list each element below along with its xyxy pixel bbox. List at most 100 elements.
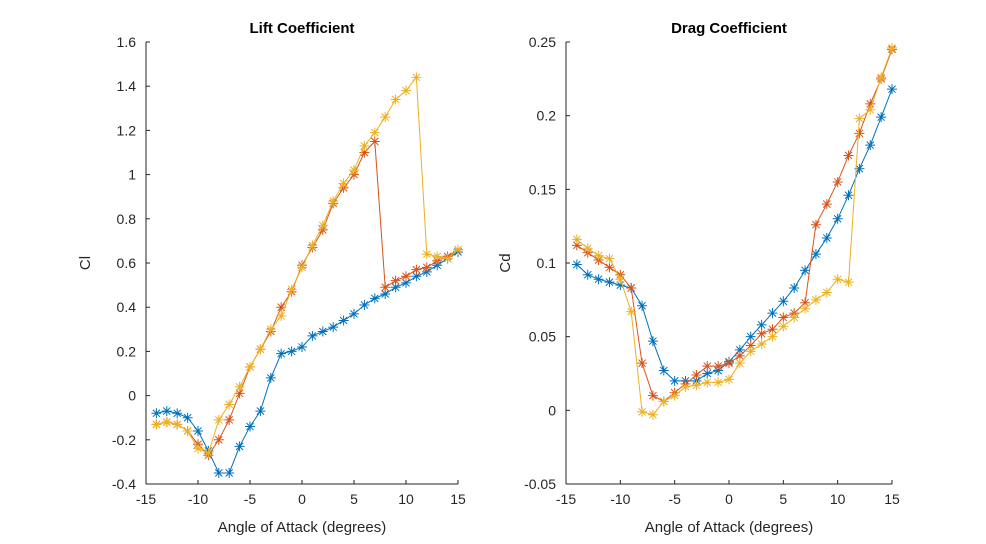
drag-data-point	[713, 377, 724, 388]
drag-y-tick-label: 0.1	[537, 255, 557, 271]
drag-x-tick-label: 15	[884, 491, 900, 507]
lift-data-point	[161, 417, 172, 428]
drag-data-point	[778, 321, 789, 332]
drag-data-point	[647, 336, 658, 347]
drag-data-point	[626, 306, 637, 317]
lift-data-point	[172, 408, 183, 419]
lift-x-tick-label: 10	[398, 491, 414, 507]
drag-x-tick-label: -10	[610, 491, 630, 507]
lift-y-tick-label: 0	[128, 388, 136, 404]
drag-x-tick-label: -5	[668, 491, 681, 507]
drag-data-point	[756, 328, 767, 339]
drag-data-point	[789, 312, 800, 323]
drag-x-tick-label: 5	[779, 491, 787, 507]
drag-data-point	[626, 283, 637, 294]
lift-data-point	[265, 324, 276, 335]
lift-data-point	[307, 330, 318, 341]
drag-data-point	[658, 396, 669, 407]
drag-data-point	[865, 98, 876, 109]
drag-y-axis-label: Cd	[497, 253, 514, 272]
lift-data-point	[421, 262, 432, 273]
drag-data-point	[615, 280, 626, 291]
lift-data-point	[172, 419, 183, 430]
lift-data-point	[213, 414, 224, 425]
lift-y-tick-label: 1.4	[117, 78, 137, 94]
drag-data-point	[582, 269, 593, 280]
lift-data-point	[401, 277, 411, 288]
drag-data-point	[745, 340, 756, 351]
lift-data-point	[369, 127, 380, 138]
drag-data-point	[647, 390, 658, 401]
drag-data-point	[810, 294, 821, 305]
drag-data-point	[734, 344, 745, 355]
drag-data-point	[854, 113, 865, 124]
lift-y-tick-label: 0.4	[117, 299, 137, 315]
lift-y-tick-label: -0.2	[112, 432, 136, 448]
lift-data-point	[401, 271, 411, 282]
drag-data-point	[724, 358, 734, 369]
drag-data-point	[669, 375, 680, 386]
drag-data-point	[876, 112, 887, 123]
drag-y-tick-label: 0.05	[529, 329, 556, 345]
lift-data-point	[245, 421, 255, 432]
drag-data-point	[767, 308, 778, 319]
drag-data-point	[810, 249, 821, 260]
lift-data-point	[359, 299, 370, 310]
drag-data-point	[637, 406, 648, 417]
drag-data-point	[647, 409, 658, 420]
drag-data-point	[843, 150, 854, 161]
lift-data-point	[255, 406, 266, 417]
lift-data-point	[255, 344, 266, 355]
lift-data-point	[411, 271, 422, 282]
lift-data-point	[369, 136, 380, 147]
lift-x-tick-label: 5	[350, 491, 358, 507]
lift-x-tick-label: 0	[298, 491, 306, 507]
drag-data-point	[734, 358, 745, 369]
drag-data-point	[876, 72, 887, 83]
lift-data-point	[453, 244, 463, 255]
drag-data-point	[691, 380, 702, 391]
lift-data-point	[276, 302, 287, 313]
lift-data-point	[432, 251, 443, 262]
drag-series-2	[571, 44, 897, 407]
lift-data-point	[297, 262, 307, 273]
lift-x-tick-label: -5	[244, 491, 257, 507]
lift-data-point	[193, 425, 203, 436]
lift-data-point	[401, 85, 411, 96]
lift-data-point	[338, 178, 349, 189]
lift-data-point	[411, 72, 422, 83]
lift-y-tick-label: 1.6	[117, 34, 137, 50]
drag-data-point	[865, 140, 876, 151]
drag-data-point	[756, 319, 767, 330]
lift-data-point	[276, 311, 287, 322]
lift-y-tick-label: -0.4	[112, 476, 136, 492]
drag-data-point	[571, 259, 582, 270]
drag-y-tick-label: 0.15	[529, 181, 556, 197]
drag-data-point	[745, 346, 756, 357]
lift-data-point	[349, 308, 359, 319]
drag-data-point	[821, 199, 832, 210]
drag-x-axis-label: Angle of Attack (degrees)	[645, 519, 813, 536]
lift-data-point	[390, 282, 401, 293]
drag-series-3	[571, 42, 897, 420]
lift-data-point	[421, 249, 432, 260]
drag-data-point	[745, 331, 756, 342]
lift-data-point	[245, 361, 255, 372]
drag-data-point	[778, 312, 789, 323]
lift-y-axis-label: Cl	[77, 256, 94, 270]
lift-x-axis-label: Angle of Attack (degrees)	[218, 519, 386, 536]
drag-data-point	[756, 339, 767, 350]
lift-data-point	[213, 434, 224, 445]
drag-x-tick-label: 10	[830, 491, 846, 507]
lift-data-point	[193, 443, 203, 454]
lift-x-tick-label: 15	[450, 491, 466, 507]
drag-data-point	[843, 190, 854, 201]
drag-data-point	[637, 300, 648, 311]
lift-y-tick-label: 1	[128, 167, 136, 183]
drag-data-point	[582, 243, 593, 254]
drag-data-point	[593, 274, 604, 285]
lift-data-point	[380, 112, 391, 123]
drag-data-point	[800, 303, 811, 314]
lift-data-point	[151, 408, 162, 419]
